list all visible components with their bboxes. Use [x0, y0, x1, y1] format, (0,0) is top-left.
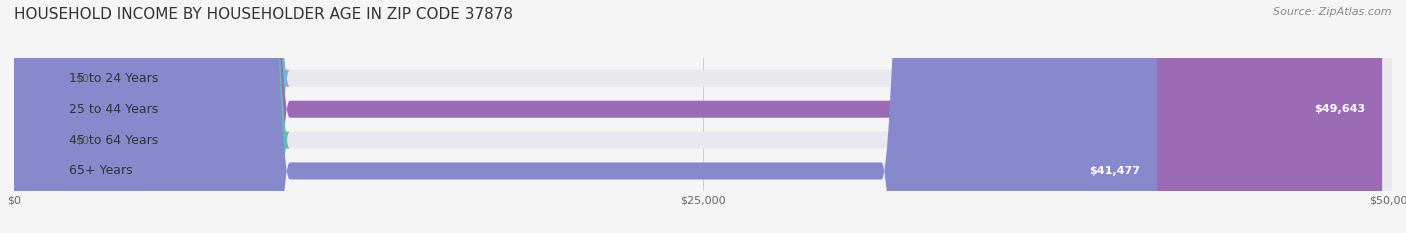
FancyBboxPatch shape: [14, 0, 1392, 233]
Text: Source: ZipAtlas.com: Source: ZipAtlas.com: [1274, 7, 1392, 17]
Text: HOUSEHOLD INCOME BY HOUSEHOLDER AGE IN ZIP CODE 37878: HOUSEHOLD INCOME BY HOUSEHOLDER AGE IN Z…: [14, 7, 513, 22]
Text: $0: $0: [75, 73, 89, 83]
FancyBboxPatch shape: [14, 0, 1382, 233]
FancyBboxPatch shape: [14, 0, 1157, 233]
Text: $0: $0: [75, 135, 89, 145]
Text: $41,477: $41,477: [1090, 166, 1140, 176]
Text: 25 to 44 Years: 25 to 44 Years: [69, 103, 159, 116]
Text: $49,643: $49,643: [1315, 104, 1365, 114]
FancyBboxPatch shape: [14, 0, 1392, 233]
Text: 65+ Years: 65+ Years: [69, 164, 132, 178]
FancyBboxPatch shape: [14, 0, 1392, 233]
FancyBboxPatch shape: [0, 0, 290, 233]
FancyBboxPatch shape: [0, 0, 290, 233]
Text: 15 to 24 Years: 15 to 24 Years: [69, 72, 159, 85]
Text: 45 to 64 Years: 45 to 64 Years: [69, 134, 159, 147]
FancyBboxPatch shape: [14, 0, 1392, 233]
